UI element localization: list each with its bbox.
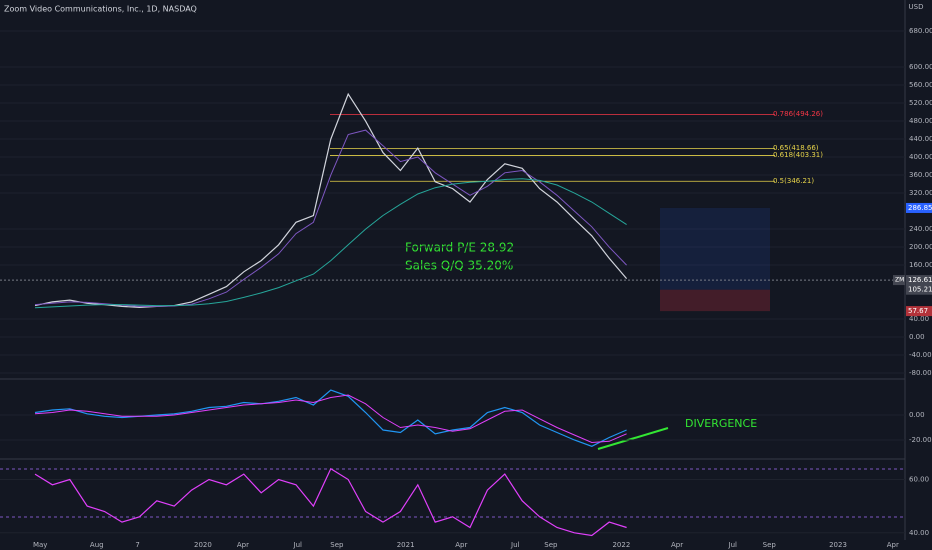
- series-line: [34, 129, 627, 307]
- y-tick-label: 560.00: [909, 81, 932, 89]
- series-line: [34, 394, 627, 444]
- x-tick-label: May: [33, 541, 47, 549]
- y-tick-label: -20.00: [909, 436, 932, 444]
- price-tag: [906, 202, 932, 213]
- y-tick-label: -80.00: [909, 369, 932, 377]
- x-tick-label: Sep: [763, 541, 777, 549]
- price-tag-label: 57.67: [908, 307, 928, 315]
- x-tick-label: 7: [135, 541, 139, 549]
- price-tag-label: 286.85: [908, 204, 932, 212]
- fib-label: 0.65(418.66): [773, 144, 819, 152]
- y-tick-label: 60.00: [909, 475, 929, 483]
- target-zone: [660, 207, 770, 290]
- x-tick-label: 2023: [829, 541, 847, 549]
- y-tick-label: 40.00: [909, 529, 929, 537]
- series-line: [34, 178, 627, 309]
- divergence-line: [597, 427, 669, 450]
- x-tick-label: Apr: [237, 541, 249, 549]
- x-tick-label: Sep: [330, 541, 344, 549]
- annotation: DIVERGENCE: [685, 417, 757, 430]
- x-tick-label: Sep: [544, 541, 558, 549]
- x-tick-label: 2022: [612, 541, 630, 549]
- fib-label: 0.786(494.26): [773, 110, 823, 118]
- x-tick-label: Apr: [671, 541, 683, 549]
- y-tick-label: 320.00: [909, 189, 932, 197]
- x-tick-label: Jul: [510, 541, 520, 549]
- currency: USD: [909, 3, 924, 11]
- fib-label: 0.618(403.31): [773, 151, 823, 159]
- price-tag-label: 105.21: [908, 286, 932, 294]
- y-tick-label: 400.00: [909, 153, 932, 161]
- y-tick-label: 240.00: [909, 225, 932, 233]
- chart-title: Zoom Video Communications, Inc., 1D, NAS…: [4, 5, 197, 14]
- y-tick-label: 40.00: [909, 315, 929, 323]
- price-tag: [906, 284, 932, 295]
- fib-label: 0.5(346.21): [773, 177, 814, 185]
- y-tick-label: 680.00: [909, 27, 932, 35]
- y-tick-label: 160.00: [909, 261, 932, 269]
- series-line: [34, 92, 628, 309]
- y-tick-label: 200.00: [909, 243, 932, 251]
- symbol-tag-label: ZM: [895, 277, 904, 284]
- price-tag-label: 126.61: [908, 276, 932, 284]
- x-tick-label: 2021: [397, 541, 415, 549]
- price-tag: [906, 275, 932, 286]
- y-tick-label: 600.00: [909, 63, 932, 71]
- x-tick-label: Aug: [90, 541, 104, 549]
- x-tick-label: Apr: [455, 541, 467, 549]
- y-tick-label: 480.00: [909, 117, 932, 125]
- y-tick-label: 0.00: [909, 333, 925, 341]
- y-tick-label: -40.00: [909, 351, 932, 359]
- y-tick-label: 520.00: [909, 99, 932, 107]
- y-tick-label: 440.00: [909, 135, 932, 143]
- y-tick-label: 360.00: [909, 171, 932, 179]
- y-tick-label: 0.00: [909, 411, 925, 419]
- symbol-tag: [893, 275, 905, 286]
- price-tag: [906, 306, 932, 317]
- series-line: [34, 467, 627, 537]
- x-tick-label: Jul: [728, 541, 738, 549]
- x-tick-label: Jul: [293, 541, 303, 549]
- x-tick-label: Apr: [887, 541, 899, 549]
- stop-zone: [660, 289, 770, 312]
- x-tick-label: 2020: [194, 541, 212, 549]
